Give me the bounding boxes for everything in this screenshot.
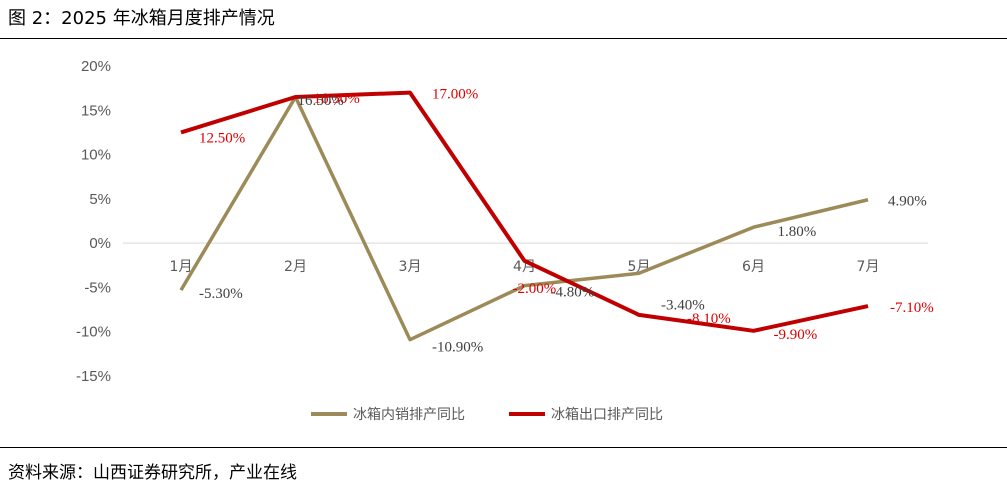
series-line-2	[180, 90, 869, 333]
data-label: 1.80%	[778, 224, 817, 240]
top-divider	[0, 38, 1007, 39]
y-tick-label: 5%	[89, 191, 111, 208]
x-tick-label: 6月	[742, 259, 765, 275]
data-label: -5.30%	[199, 286, 243, 302]
data-labels: -5.30% 16.50% -10.90% -4.80% -3.40% 1.80% 4.90…	[199, 87, 934, 356]
x-tick-label: 3月	[399, 259, 422, 275]
data-label: 16.50%	[298, 93, 344, 109]
legend-label: 冰箱内销排产同比	[353, 407, 465, 423]
data-label: -8.10%	[687, 311, 731, 327]
series-line-1	[179, 95, 869, 342]
legend-label: 冰箱出口排产同比	[551, 407, 663, 423]
x-tick-label: 2月	[284, 259, 307, 275]
y-tick-label: -15%	[76, 368, 111, 385]
bottom-divider	[0, 447, 1007, 448]
data-label: -9.90%	[774, 327, 818, 343]
data-label: -3.40%	[661, 297, 705, 313]
figure-title: 图 2：2025 年冰箱月度排产情况	[8, 8, 275, 29]
data-label: -2.00%	[513, 281, 557, 297]
y-tick-label: 20%	[81, 58, 111, 75]
y-tick-label: 10%	[81, 147, 111, 164]
y-tick-label: -10%	[76, 324, 111, 341]
data-label: 17.00%	[432, 87, 478, 103]
y-axis: 20% 15% 10% 5% 0% -5% -10% -15%	[76, 58, 111, 385]
legend: 冰箱内销排产同比 冰箱出口排产同比	[311, 407, 663, 423]
data-label: -4.80%	[551, 285, 595, 301]
data-label: 12.50%	[199, 130, 245, 146]
x-tick-label: 7月	[857, 259, 880, 275]
data-label: -10.90%	[432, 340, 483, 356]
x-tick-label: 1月	[170, 259, 193, 275]
y-tick-label: 15%	[81, 102, 111, 119]
y-tick-label: -5%	[84, 279, 111, 296]
series-lines	[179, 90, 869, 342]
source-note: 资料来源：山西证券研究所，产业在线	[8, 463, 297, 483]
y-tick-label: 0%	[89, 235, 111, 252]
data-label: 4.90%	[888, 194, 927, 210]
data-label: -7.10%	[890, 300, 934, 316]
line-chart: 20%15%10%5%0%-5%-10%-15% 1月 2月 3月 4月 5月 6月 7月 …	[76, 58, 934, 423]
data-label: 16.50%	[314, 91, 360, 107]
